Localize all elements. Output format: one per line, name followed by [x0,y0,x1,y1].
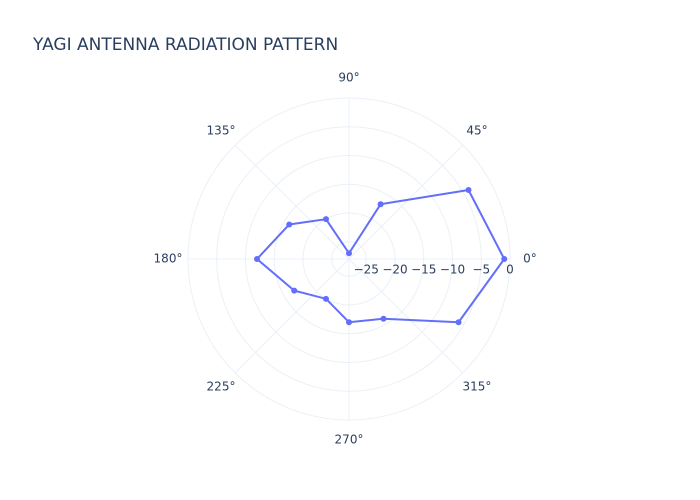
marker [501,256,508,262]
radial-tick-label: −5 [472,263,490,277]
angular-grid-line [348,258,464,374]
marker [346,319,352,326]
marker [380,315,387,322]
radial-tick-label: −10 [440,263,465,277]
radial-tick-label: −25 [354,263,379,277]
marker [323,216,329,223]
angular-tick-label: 180° [154,252,183,266]
angular-tick-label: 90° [338,71,359,85]
radial-tick-label: 0 [506,263,514,277]
chart-title: YAGI ANTENNA RADIATION PATTERN [32,35,338,55]
angular-grid-line [234,144,350,260]
line [255,188,506,324]
marker [291,287,298,294]
angular-tick-label: 225° [207,379,236,393]
marker [286,221,293,228]
angular-tick-label: 135° [207,124,236,138]
marker [455,319,462,326]
marker [254,256,260,262]
marker [465,187,472,193]
marker [323,295,329,302]
marker [346,250,352,257]
angular-grid-line [234,258,350,374]
angular-tick-label: 270° [335,433,364,447]
angular-tick-label: 315° [463,379,492,393]
angular-tick-label: 0° [523,252,537,266]
radial-tick-label: −20 [382,263,407,277]
radial-tick-label: −15 [411,263,436,277]
marker [377,201,384,208]
angular-grid-line [348,144,464,260]
angular-tick-label: 45° [466,124,487,138]
